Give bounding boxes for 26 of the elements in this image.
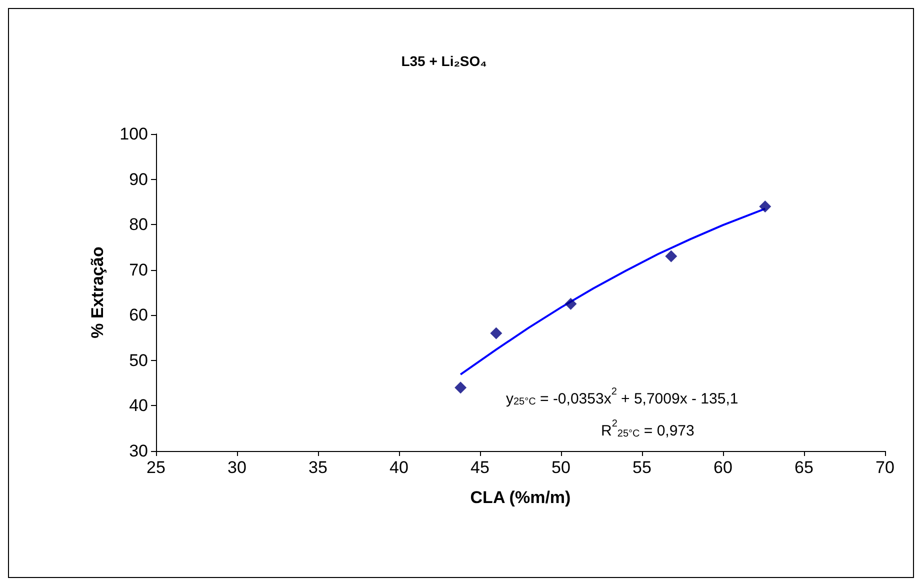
point <box>564 298 577 310</box>
y-tick-label: 90 <box>129 170 148 189</box>
x-tick-label: 50 <box>552 458 570 477</box>
y-tick-label: 80 <box>129 215 148 234</box>
y-tick-label: 30 <box>129 442 148 460</box>
x-tick-label: 45 <box>470 458 490 477</box>
x-tick-label: 60 <box>714 458 732 477</box>
x-tick-label: 65 <box>794 458 814 477</box>
x-tick-label: 40 <box>390 458 408 477</box>
point <box>665 250 678 262</box>
point <box>490 327 502 340</box>
y-tick-label: 60 <box>129 306 148 325</box>
point <box>759 200 772 212</box>
y-tick-label: 100 <box>120 124 148 144</box>
x-tick-label: 35 <box>308 458 328 477</box>
y-tick-label: 50 <box>129 350 148 370</box>
y-tick-label: 70 <box>129 260 148 280</box>
y-tick-label: 40 <box>129 396 148 416</box>
x-tick-label: 55 <box>632 458 652 477</box>
y-axis-title: % Extração <box>88 246 107 338</box>
chart-title: L35 + Li₂SO₄ <box>401 53 487 69</box>
point <box>454 382 467 394</box>
x-tick-label: 30 <box>228 458 246 477</box>
x-tick-label: 70 <box>876 458 894 477</box>
x-axis-title: CLA (%m/m) <box>470 488 571 507</box>
x-tick-label: 25 <box>146 458 166 477</box>
